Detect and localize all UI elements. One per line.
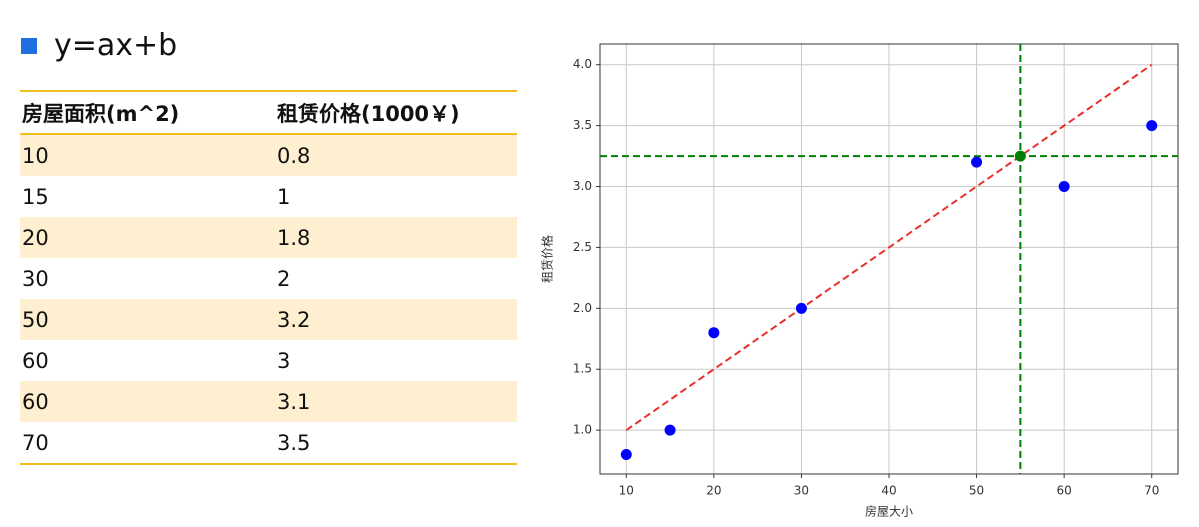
x-tick-label: 30 [794,484,809,498]
y-tick-label: 4.0 [573,57,592,71]
table-row: 30 2 [20,258,517,299]
column-header: 房屋面积(m^2) [20,90,275,135]
y-tick-label: 1.0 [573,423,592,437]
table-cell: 1.8 [275,217,517,258]
y-tick-label: 2.0 [573,301,592,315]
table-cell: 60 [22,348,49,373]
table-cell: 10 [20,134,275,176]
fit-line [625,63,1153,431]
x-tick-label: 10 [619,484,634,498]
x-tick-label: 70 [1144,484,1159,498]
data-point [971,156,983,168]
x-axis-label: 房屋大小 [865,504,913,519]
table-cell: 3.5 [275,422,517,465]
table-cell: 3 [277,348,291,373]
table-cell: 50 [20,299,275,340]
data-point [664,424,676,436]
table-cell: 3.2 [275,299,517,340]
table-cell: 30 [22,266,49,291]
y-tick-label: 3.0 [573,179,592,193]
y-tick-label: 2.5 [573,240,592,254]
table-cell: 3.1 [275,381,517,422]
table-cell: 20 [20,217,275,258]
bullet-icon [21,38,37,54]
x-tick-label: 60 [1057,484,1072,498]
prediction-point [1014,150,1026,162]
header-row: 房屋面积(m^2) 租赁价格(1000￥) [20,90,517,135]
table-row: 60 3 [20,340,517,381]
plot-frame [599,43,1179,475]
table-cell: 70 [20,422,275,465]
table-row: 15 1 [20,176,517,217]
table-cell: 2 [277,266,291,291]
table-row: 10 0.8 [20,134,517,176]
table-body: 10 0.8 15 1 20 1.8 30 2 50 3.2 60 3 60 3.1 70 3.5 [20,134,517,465]
heading: y=ax+b [54,28,178,63]
table-row: 70 3.5 [20,422,517,465]
data-point [620,449,632,461]
x-tick-label: 50 [969,484,984,498]
x-tick-label: 20 [706,484,721,498]
table-cell: 1 [277,184,291,209]
y-tick-label: 1.5 [573,362,592,376]
data-point [1058,181,1070,193]
y-tick-label: 3.5 [573,118,592,132]
x-tick-label: 40 [881,484,896,498]
data-point [708,327,720,339]
data-table: 房屋面积(m^2) 租赁价格(1000￥) 10 0.8 15 1 20 1.8 30 2 50… [20,90,517,465]
table-cell: 15 [22,184,49,209]
table-row: 20 1.8 [20,217,517,258]
y-axis-label: 租赁价格 [540,235,555,283]
data-point [1146,120,1158,132]
table-cell: 0.8 [275,134,517,176]
table-row: 60 3.1 [20,381,517,422]
table-cell: 60 [20,381,275,422]
data-point [795,302,807,314]
table-row: 50 3.2 [20,299,517,340]
column-header: 租赁价格(1000￥) [275,90,517,135]
